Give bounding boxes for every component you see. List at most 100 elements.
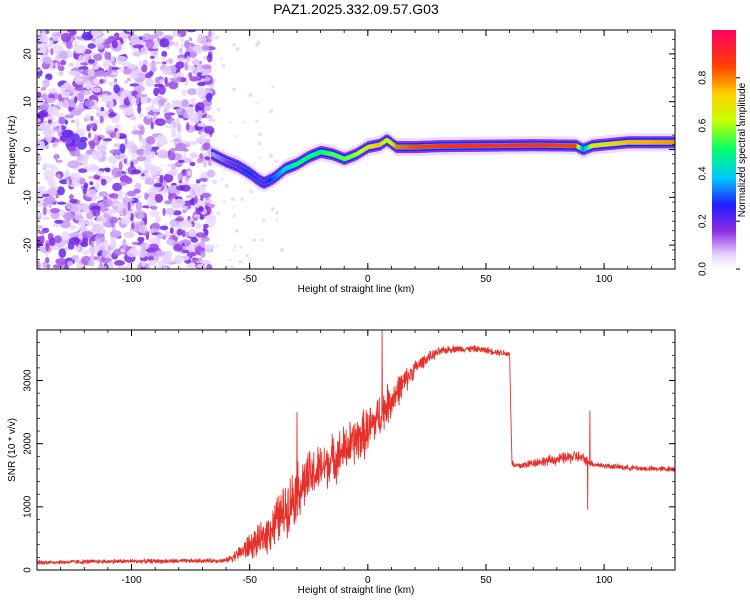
ridge-core — [366, 145, 369, 150]
x-tick-label: 100 — [596, 575, 613, 586]
noise-blob — [162, 255, 173, 265]
ridge-core — [268, 178, 271, 183]
ridge-core — [351, 154, 353, 158]
noise-blob — [52, 223, 61, 227]
noise-blob — [86, 189, 97, 198]
ridge-core — [453, 144, 455, 148]
noise-blob — [181, 99, 189, 108]
noise-blob — [194, 222, 202, 229]
noise-blob — [46, 97, 56, 104]
noise-blob — [88, 175, 95, 180]
ridge-core — [513, 143, 516, 148]
ridge-core — [229, 161, 231, 165]
ridge-core — [482, 143, 485, 148]
noise-blob — [157, 139, 168, 146]
noise-blob — [131, 169, 142, 175]
noise-blob — [104, 168, 111, 173]
noise-blob — [107, 51, 111, 61]
ridge-core — [578, 145, 581, 150]
noise-blob — [86, 211, 94, 220]
noise-blob — [189, 261, 196, 269]
noise-speck — [238, 260, 242, 264]
noise-blob — [161, 50, 168, 58]
ridge-core — [538, 143, 541, 148]
noise-blob — [203, 244, 213, 253]
ridge-core — [591, 143, 593, 148]
noise-blob — [74, 96, 78, 103]
spectrogram-noise — [37, 30, 285, 269]
noise-blob — [122, 238, 127, 249]
ridge-core — [403, 145, 405, 150]
ridge-core — [371, 144, 374, 149]
x-tick-label: 100 — [596, 274, 613, 285]
noise-blob — [150, 34, 159, 39]
noise-blob — [42, 261, 47, 269]
noise-blob — [82, 250, 90, 256]
ridge-core — [408, 145, 411, 150]
ridge-core — [442, 144, 445, 149]
ridge-core — [248, 170, 250, 175]
y-tick-label: 1000 — [23, 495, 34, 518]
ridge-core — [322, 150, 325, 155]
noise-blob — [144, 181, 156, 185]
ridge-core — [315, 151, 317, 156]
ridge-core — [348, 155, 351, 160]
noise-blob — [189, 76, 199, 82]
noise-blob — [150, 55, 155, 60]
noise-speck — [257, 132, 262, 137]
y-tick-label: 10 — [23, 96, 34, 108]
noise-blob — [52, 44, 64, 53]
noise-blob — [144, 72, 152, 79]
noise-blob — [189, 229, 196, 237]
noise-blob — [163, 266, 168, 269]
ridge-core — [666, 140, 669, 145]
ridge-core — [361, 148, 364, 153]
noise-blob — [112, 182, 123, 192]
ridge-core — [275, 173, 278, 178]
noise-blob — [109, 149, 122, 155]
noise-blob — [169, 227, 174, 234]
noise-blob — [177, 172, 184, 181]
noise-blob — [201, 64, 212, 70]
noise-blob — [189, 114, 200, 124]
ridge-core — [423, 144, 426, 149]
noise-blob — [37, 35, 50, 43]
ridge-core — [225, 159, 228, 164]
noise-blob — [127, 63, 137, 69]
noise-blob — [155, 250, 166, 257]
noise-blob — [136, 195, 142, 199]
noise-blob — [105, 111, 110, 115]
noise-blob — [184, 61, 189, 71]
noise-blob — [68, 203, 80, 213]
noise-speck — [234, 244, 237, 248]
ridge-core — [608, 142, 610, 147]
noise-blob — [58, 72, 64, 76]
ridge-core — [391, 142, 394, 147]
noise-blob — [208, 30, 212, 38]
noise-blob — [132, 44, 144, 49]
noise-blob — [175, 61, 185, 69]
ridge-core — [549, 143, 552, 148]
noise-blob — [174, 254, 184, 265]
ridge-core — [558, 143, 560, 148]
ridge-core — [314, 152, 317, 157]
noise-blob — [144, 192, 149, 201]
ridge-core — [524, 143, 526, 148]
y-tick-label: 0 — [23, 567, 34, 573]
noise-speck — [233, 205, 236, 208]
noise-speck — [235, 134, 239, 138]
noise-blob — [138, 61, 142, 66]
noise-speck — [216, 107, 221, 112]
noise-blob — [113, 84, 120, 94]
noise-blob — [42, 127, 52, 136]
noise-blob — [187, 88, 198, 96]
ridge-core — [522, 143, 524, 148]
ridge-core — [556, 143, 559, 148]
noise-blob — [90, 241, 95, 247]
noise-blob — [190, 98, 196, 103]
noise-blob — [67, 145, 77, 152]
noise-blob — [88, 123, 96, 128]
noise-blob — [202, 158, 208, 168]
ridge-core — [251, 173, 254, 178]
noise-blob — [103, 212, 109, 219]
